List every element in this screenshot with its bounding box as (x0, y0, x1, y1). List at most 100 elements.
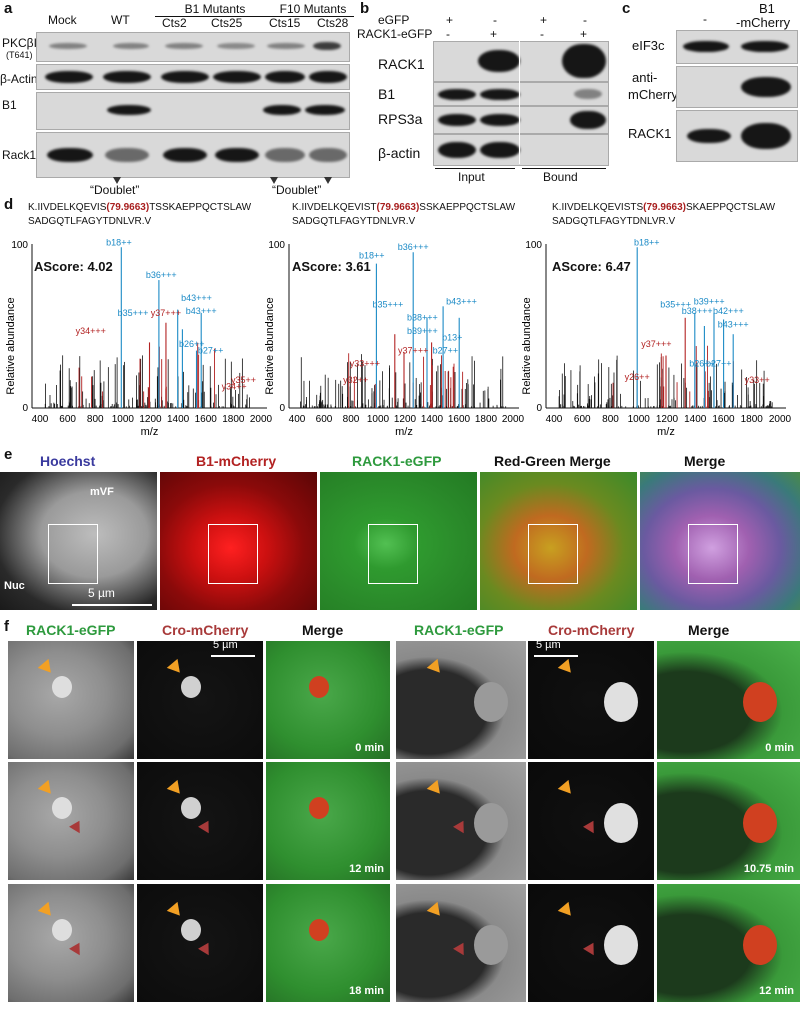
spectrum-2-xtick: 2000 (502, 414, 525, 425)
f-time-label: 18 min (349, 985, 384, 997)
sign-rack1-4: + (580, 27, 588, 41)
spectrum-1-xtick: 600 (59, 414, 76, 425)
title-hoechst: Hoechst (40, 453, 96, 469)
spectrum-3-xlabel: m/z (657, 426, 675, 438)
f-time-label: 0 min (355, 742, 384, 754)
sign-egfp-3: + (540, 13, 548, 27)
spectrum-2-ion-label: y37+++ (398, 346, 428, 356)
sign-egfp-2: - (493, 13, 497, 27)
f-image-left-row2-col2 (137, 762, 263, 880)
spectrum-3-seq-line1: K.IIVDELKQEVISTS(79.9663)SKAEPPQCTSLAW (552, 202, 776, 213)
f-spot (603, 682, 638, 723)
scale-label-e: 5 µm (88, 586, 115, 600)
spectrum-3-seq-line2: SADGQTLFAGYTDNLVR.V (552, 216, 676, 227)
spectrum-2-ion-label: b35+++ (373, 300, 404, 310)
image-hoechst: mVF Nuc 5 µm (0, 472, 157, 610)
spectrum-3-ascore: AScore: 6.47 (552, 259, 631, 274)
blot-b-rps3a (433, 106, 609, 134)
f-image-left-row3-col1 (8, 884, 134, 1002)
row-egfp: eGFP (378, 13, 410, 27)
spectrum-2-ion-label: b13+ (442, 332, 462, 342)
spectrum-2-xtick: 600 (316, 414, 333, 425)
spectrum-2-xlabel: m/z (395, 426, 413, 438)
spectrum-1-xlabel: m/z (141, 426, 159, 438)
f-image-right-row1-col3: 0 min (657, 641, 800, 759)
f-spot (742, 682, 777, 723)
orange-arrow-icon (166, 659, 185, 678)
f-spot (181, 676, 202, 699)
row-anti-sub: mCherry (628, 87, 678, 102)
spectrum-2-seq-line2: SADGQTLFAGYTDNLVR.V (292, 216, 416, 227)
f-spot (52, 676, 73, 699)
spectrum-1-ion-label: b26++ (179, 339, 205, 349)
spectrum-3-ion-label: y33++ (745, 375, 770, 385)
title-f-cro-left: Cro-mCherry (162, 622, 249, 638)
scale-bar-f (534, 655, 578, 657)
spectrum-1-ion-label: b36+++ (146, 270, 177, 280)
spectrum-2-xtick: 400 (289, 414, 306, 425)
spectrum-3-ion-label: b38+++ (682, 306, 713, 316)
spectrum-1-ion-label: b43+++ (186, 306, 217, 316)
doublet-arrow-wt (113, 177, 121, 184)
title-b1-mcherry: B1-mCherry (196, 453, 277, 469)
spectrum-3-ion-label: y26++ (625, 372, 650, 382)
blot-actin (36, 64, 350, 90)
orange-arrow-icon (426, 902, 445, 921)
orange-arrow-icon (166, 780, 185, 799)
group-b1-mutants: B1 Mutants (155, 2, 275, 17)
scale-bar-e (72, 604, 152, 606)
f-image-right-row3-col2 (528, 884, 654, 1002)
sign-egfp-1: + (446, 13, 454, 27)
red-arrow-icon (198, 821, 214, 837)
blot-label-actin: β-actin (378, 145, 421, 161)
spectrum-2-ion-label: b18++ (359, 250, 385, 260)
f-image-left-row3-col2 (137, 884, 263, 1002)
doublet-arrow-cts15 (270, 177, 278, 184)
spectrum-1-seq-line2: SADGQTLFAGYTDNLVR.V (28, 216, 152, 227)
doublet-arrow-cts28 (324, 177, 332, 184)
spectrum-2-ion-label: b27++ (433, 346, 459, 356)
spectrum-1-ion-label: y37+++ (151, 308, 181, 318)
panel-d-letter: d (4, 196, 14, 213)
doublet-label-right: “Doublet” (272, 183, 322, 197)
spectrum-3-ytick-bottom: 0 (536, 403, 542, 414)
row-rack1-c: RACK1 (628, 126, 672, 141)
red-arrow-icon (452, 943, 469, 959)
orange-arrow-icon (426, 659, 445, 678)
col-cts25: Cts25 (211, 16, 243, 30)
spectrum-2-ytick-top: 100 (268, 240, 285, 251)
f-time-label: 12 min (349, 863, 384, 875)
f-image-right-row2-col3: 10.75 min (657, 762, 800, 880)
title-red-green-merge: Red-Green Merge (494, 453, 611, 469)
label-nuc: Nuc (4, 580, 25, 592)
sign-rack1-1: - (446, 27, 450, 41)
spectrum-2-ascore: AScore: 3.61 (292, 259, 371, 274)
spectrum-3-ytick-top: 100 (525, 240, 542, 251)
spectrum-3-ion-label: y37+++ (641, 339, 671, 349)
spectrum-2-ion-label: y32++ (343, 375, 368, 385)
spectrum-1-ytick-top: 100 (11, 240, 28, 251)
row-eif3c: eIF3c (632, 38, 665, 53)
f-spot (181, 919, 202, 942)
bound-line (522, 168, 606, 169)
blot-divider (519, 41, 520, 164)
sign-egfp-4: - (583, 13, 587, 27)
spectrum-1-ion-label: b18++ (106, 237, 132, 247)
spectrum-ylabel-3: Relative abundance (521, 297, 533, 394)
f-spot (52, 797, 73, 820)
image-rack1-egfp-e (320, 472, 477, 610)
blot-b-actin (433, 134, 609, 166)
spectrum-2-xtick: 1000 (367, 414, 390, 425)
spectrum-3-xtick: 1200 (656, 414, 679, 425)
spectrum-2-ion-label: b43+++ (446, 296, 477, 306)
spectrum-2-xtick: 1800 (475, 414, 498, 425)
sign-rack1-3: - (540, 27, 544, 41)
f-spot (742, 925, 777, 966)
orange-arrow-icon (37, 902, 56, 921)
spectrum-1-ytick-bottom: 0 (22, 403, 28, 414)
row-pkc-sub: (T641) (6, 50, 33, 60)
input-line (435, 168, 515, 169)
spectrum-2-xtick: 1400 (421, 414, 444, 425)
col-cts28: Cts28 (317, 16, 349, 30)
red-arrow-icon (69, 943, 85, 959)
